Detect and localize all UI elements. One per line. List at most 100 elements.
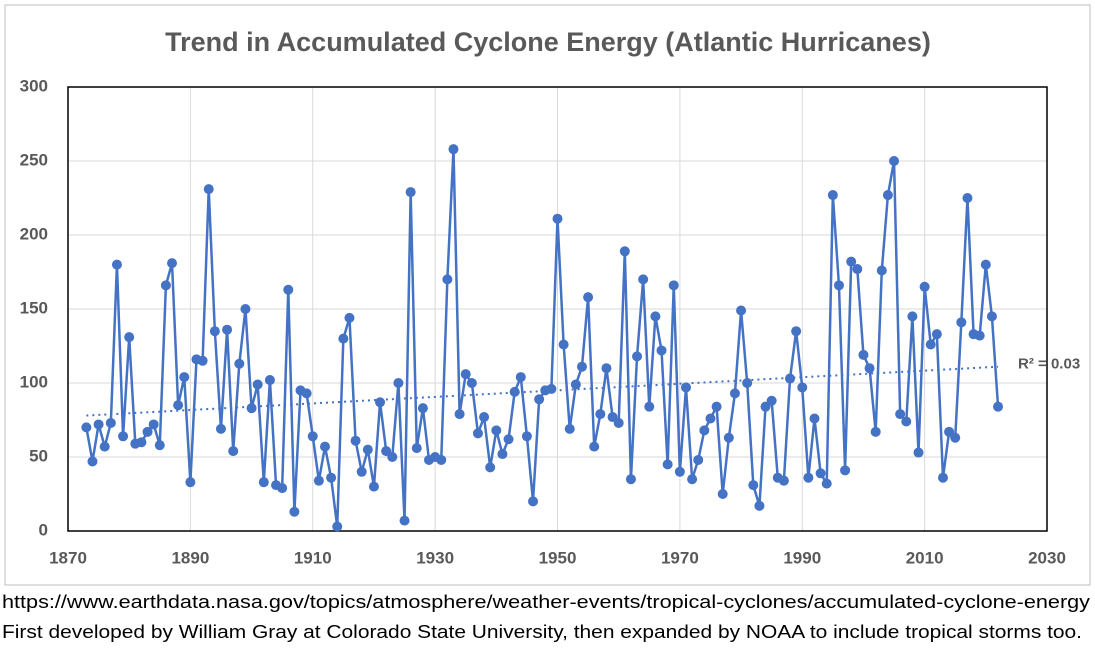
data-point (803, 472, 814, 483)
data-point (937, 472, 948, 483)
data-point (974, 330, 985, 341)
data-point (283, 284, 294, 295)
data-point (748, 480, 759, 491)
data-point (356, 466, 367, 477)
data-point (118, 431, 129, 442)
data-point (240, 304, 251, 314)
data-point (436, 454, 447, 465)
data-point (534, 394, 545, 405)
data-point (907, 311, 918, 322)
data-point (980, 259, 991, 270)
data-point (625, 474, 636, 485)
y-tick-label: 300 (20, 76, 48, 95)
data-point (913, 447, 924, 458)
data-point (307, 431, 318, 442)
data-point (846, 256, 857, 267)
data-point (148, 419, 159, 430)
data-point (203, 184, 214, 195)
data-point (362, 444, 373, 455)
data-point (668, 280, 679, 291)
data-point (595, 409, 606, 420)
data-point (350, 435, 361, 446)
data-point (228, 446, 239, 457)
data-point (766, 395, 777, 406)
data-point (570, 379, 581, 390)
footnote: https://www.earthdata.nasa.gov/topics/at… (2, 592, 1090, 612)
data-point (962, 193, 973, 203)
data-point (754, 500, 765, 511)
x-tick-label: 1910 (294, 548, 332, 567)
data-point (583, 292, 594, 303)
data-point (852, 264, 863, 275)
footnote: First developed by William Gray at Color… (2, 622, 1082, 642)
data-point (919, 281, 930, 292)
data-point (656, 345, 667, 356)
x-tick-label: 1990 (783, 548, 821, 567)
data-point (993, 401, 1004, 412)
data-point (258, 477, 269, 488)
data-point (680, 382, 691, 393)
data-point (313, 475, 324, 486)
data-point (662, 459, 673, 470)
data-point (264, 375, 275, 386)
data-point (485, 462, 496, 473)
data-point (472, 428, 483, 439)
data-point (454, 409, 465, 420)
data-point (142, 426, 153, 437)
data-point (179, 372, 190, 383)
data-point (417, 403, 428, 414)
x-tick-label: 1890 (171, 548, 209, 567)
data-point (638, 274, 649, 285)
data-point (931, 329, 942, 340)
data-point (791, 326, 802, 337)
data-point (809, 413, 820, 424)
data-point (785, 373, 796, 384)
data-point (650, 311, 661, 322)
data-point (393, 378, 404, 388)
data-point (215, 423, 226, 434)
data-point (833, 280, 844, 291)
data-point (601, 363, 612, 374)
data-point (387, 452, 398, 462)
trendline-label: R² = 0.03 (1018, 356, 1080, 373)
data-point (344, 312, 355, 323)
data-point (895, 409, 906, 420)
data-point (564, 423, 575, 434)
data-point (154, 440, 165, 451)
data-point (619, 246, 630, 257)
data-point (870, 426, 881, 437)
data-point (234, 358, 245, 369)
y-tick-label: 150 (20, 298, 48, 317)
data-point (821, 478, 832, 489)
data-point (326, 472, 337, 483)
data-point (411, 443, 422, 454)
data-point (546, 383, 557, 394)
x-tick-label: 2030 (1028, 548, 1066, 567)
data-point (124, 332, 135, 343)
data-point (674, 466, 685, 477)
data-point (87, 456, 98, 467)
data-point (173, 400, 184, 411)
data-point (528, 496, 539, 507)
data-point (301, 388, 312, 399)
data-point (729, 388, 740, 399)
data-point (644, 401, 655, 412)
data-point (876, 265, 887, 276)
chart-frame (4, 4, 1091, 586)
y-tick-label: 250 (20, 150, 48, 169)
data-point (105, 417, 116, 428)
data-point (723, 432, 734, 443)
data-point (882, 190, 893, 201)
y-tick-label: 50 (29, 446, 48, 465)
data-point (460, 369, 471, 380)
data-point (632, 351, 643, 362)
data-point (687, 474, 698, 485)
data-point (950, 432, 961, 443)
data-point (332, 521, 343, 532)
y-tick-label: 0 (39, 520, 48, 539)
data-point (589, 441, 600, 452)
data-point (521, 431, 532, 442)
data-point (197, 355, 208, 366)
data-point (209, 326, 220, 337)
